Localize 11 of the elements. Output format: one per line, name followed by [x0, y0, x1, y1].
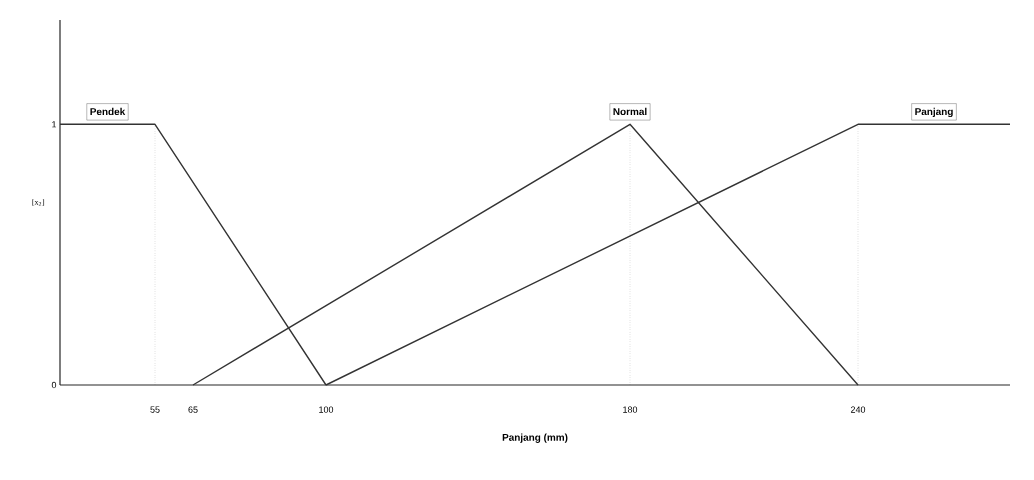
- y-tick-label: 1: [52, 121, 57, 128]
- x-tick-label: 55: [150, 406, 160, 413]
- x-tick-label: 65: [188, 406, 198, 413]
- x-tick-label: 240: [850, 406, 866, 413]
- x-tick-label: 180: [623, 406, 638, 413]
- x-tick-label: 100: [319, 406, 334, 413]
- x-axis-title: Panjang (mm): [502, 433, 568, 443]
- series-label: Normal: [613, 107, 647, 116]
- y-tick-label: 0: [51, 381, 57, 389]
- series-label: Panjang: [915, 107, 953, 118]
- series-label: Pendek: [90, 107, 126, 116]
